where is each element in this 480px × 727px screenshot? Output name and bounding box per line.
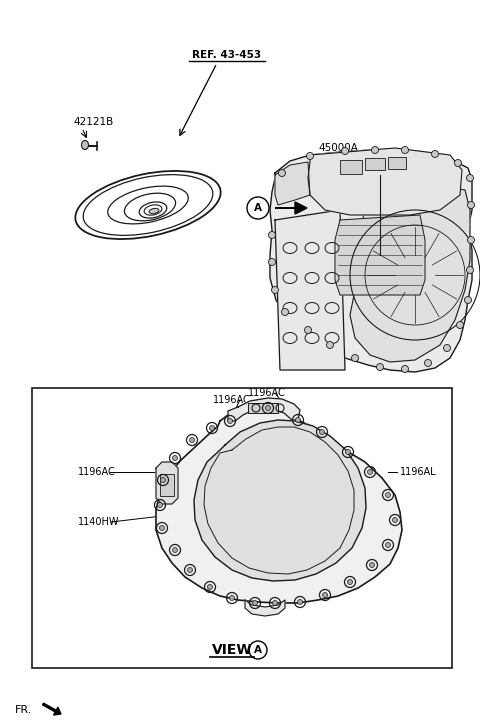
Circle shape: [278, 169, 286, 177]
Circle shape: [228, 419, 232, 424]
Bar: [248, 403, 278, 413]
Circle shape: [159, 526, 165, 531]
Circle shape: [401, 147, 408, 153]
Circle shape: [372, 147, 379, 153]
Text: 42121B: 42121B: [73, 117, 113, 127]
Circle shape: [385, 492, 391, 497]
Text: 1140HW: 1140HW: [78, 517, 120, 527]
Polygon shape: [245, 600, 285, 616]
Circle shape: [432, 150, 439, 158]
Circle shape: [424, 359, 432, 366]
Circle shape: [272, 286, 278, 294]
Circle shape: [209, 425, 215, 430]
Circle shape: [265, 406, 271, 411]
Circle shape: [281, 308, 288, 316]
Circle shape: [157, 502, 163, 507]
Circle shape: [455, 159, 461, 166]
Circle shape: [273, 601, 277, 606]
Circle shape: [268, 231, 276, 238]
Text: REF. 43-453: REF. 43-453: [192, 50, 262, 60]
Circle shape: [385, 542, 391, 547]
Circle shape: [326, 342, 334, 348]
Circle shape: [307, 153, 313, 159]
Polygon shape: [156, 406, 402, 603]
Circle shape: [351, 355, 359, 361]
Circle shape: [468, 201, 475, 209]
Circle shape: [468, 236, 475, 244]
Circle shape: [346, 449, 350, 454]
Polygon shape: [350, 185, 470, 362]
Circle shape: [160, 478, 166, 483]
Bar: [365, 158, 385, 170]
FancyArrow shape: [43, 703, 61, 715]
Bar: [160, 474, 174, 496]
Polygon shape: [156, 462, 178, 504]
Text: VIEW: VIEW: [212, 643, 252, 657]
Circle shape: [268, 259, 276, 265]
Circle shape: [320, 430, 324, 435]
Text: 1196AL: 1196AL: [400, 467, 437, 477]
Bar: [32, 388, 452, 668]
Circle shape: [304, 326, 312, 334]
Text: 1196AC: 1196AC: [78, 467, 116, 477]
Circle shape: [323, 593, 327, 598]
Text: 1196AC: 1196AC: [248, 388, 286, 398]
Circle shape: [444, 345, 451, 351]
Circle shape: [172, 547, 178, 553]
Circle shape: [296, 417, 300, 422]
Circle shape: [341, 148, 348, 155]
Text: 45000A: 45000A: [318, 143, 358, 153]
Text: 1196AC: 1196AC: [213, 395, 251, 405]
Circle shape: [376, 364, 384, 371]
Ellipse shape: [82, 140, 88, 150]
Circle shape: [298, 600, 302, 604]
Bar: [388, 157, 406, 169]
Polygon shape: [335, 215, 425, 295]
Bar: [340, 160, 362, 174]
Text: FR.: FR.: [15, 705, 32, 715]
Polygon shape: [275, 162, 310, 205]
Polygon shape: [275, 210, 345, 370]
Circle shape: [190, 438, 194, 443]
Circle shape: [370, 563, 374, 568]
Polygon shape: [228, 398, 300, 421]
Ellipse shape: [149, 209, 159, 214]
Polygon shape: [308, 148, 462, 215]
Circle shape: [348, 579, 352, 585]
Circle shape: [456, 321, 464, 329]
Circle shape: [172, 456, 178, 460]
FancyArrow shape: [275, 202, 307, 214]
Circle shape: [467, 174, 473, 182]
Circle shape: [252, 601, 257, 606]
Circle shape: [188, 568, 192, 572]
Circle shape: [401, 366, 408, 372]
Circle shape: [393, 518, 397, 523]
Circle shape: [467, 267, 473, 273]
Circle shape: [465, 297, 471, 303]
Text: A: A: [254, 645, 262, 655]
Polygon shape: [270, 150, 472, 372]
Polygon shape: [194, 420, 366, 581]
Circle shape: [368, 470, 372, 475]
Circle shape: [229, 595, 235, 601]
Circle shape: [207, 585, 213, 590]
Text: A: A: [254, 203, 262, 213]
